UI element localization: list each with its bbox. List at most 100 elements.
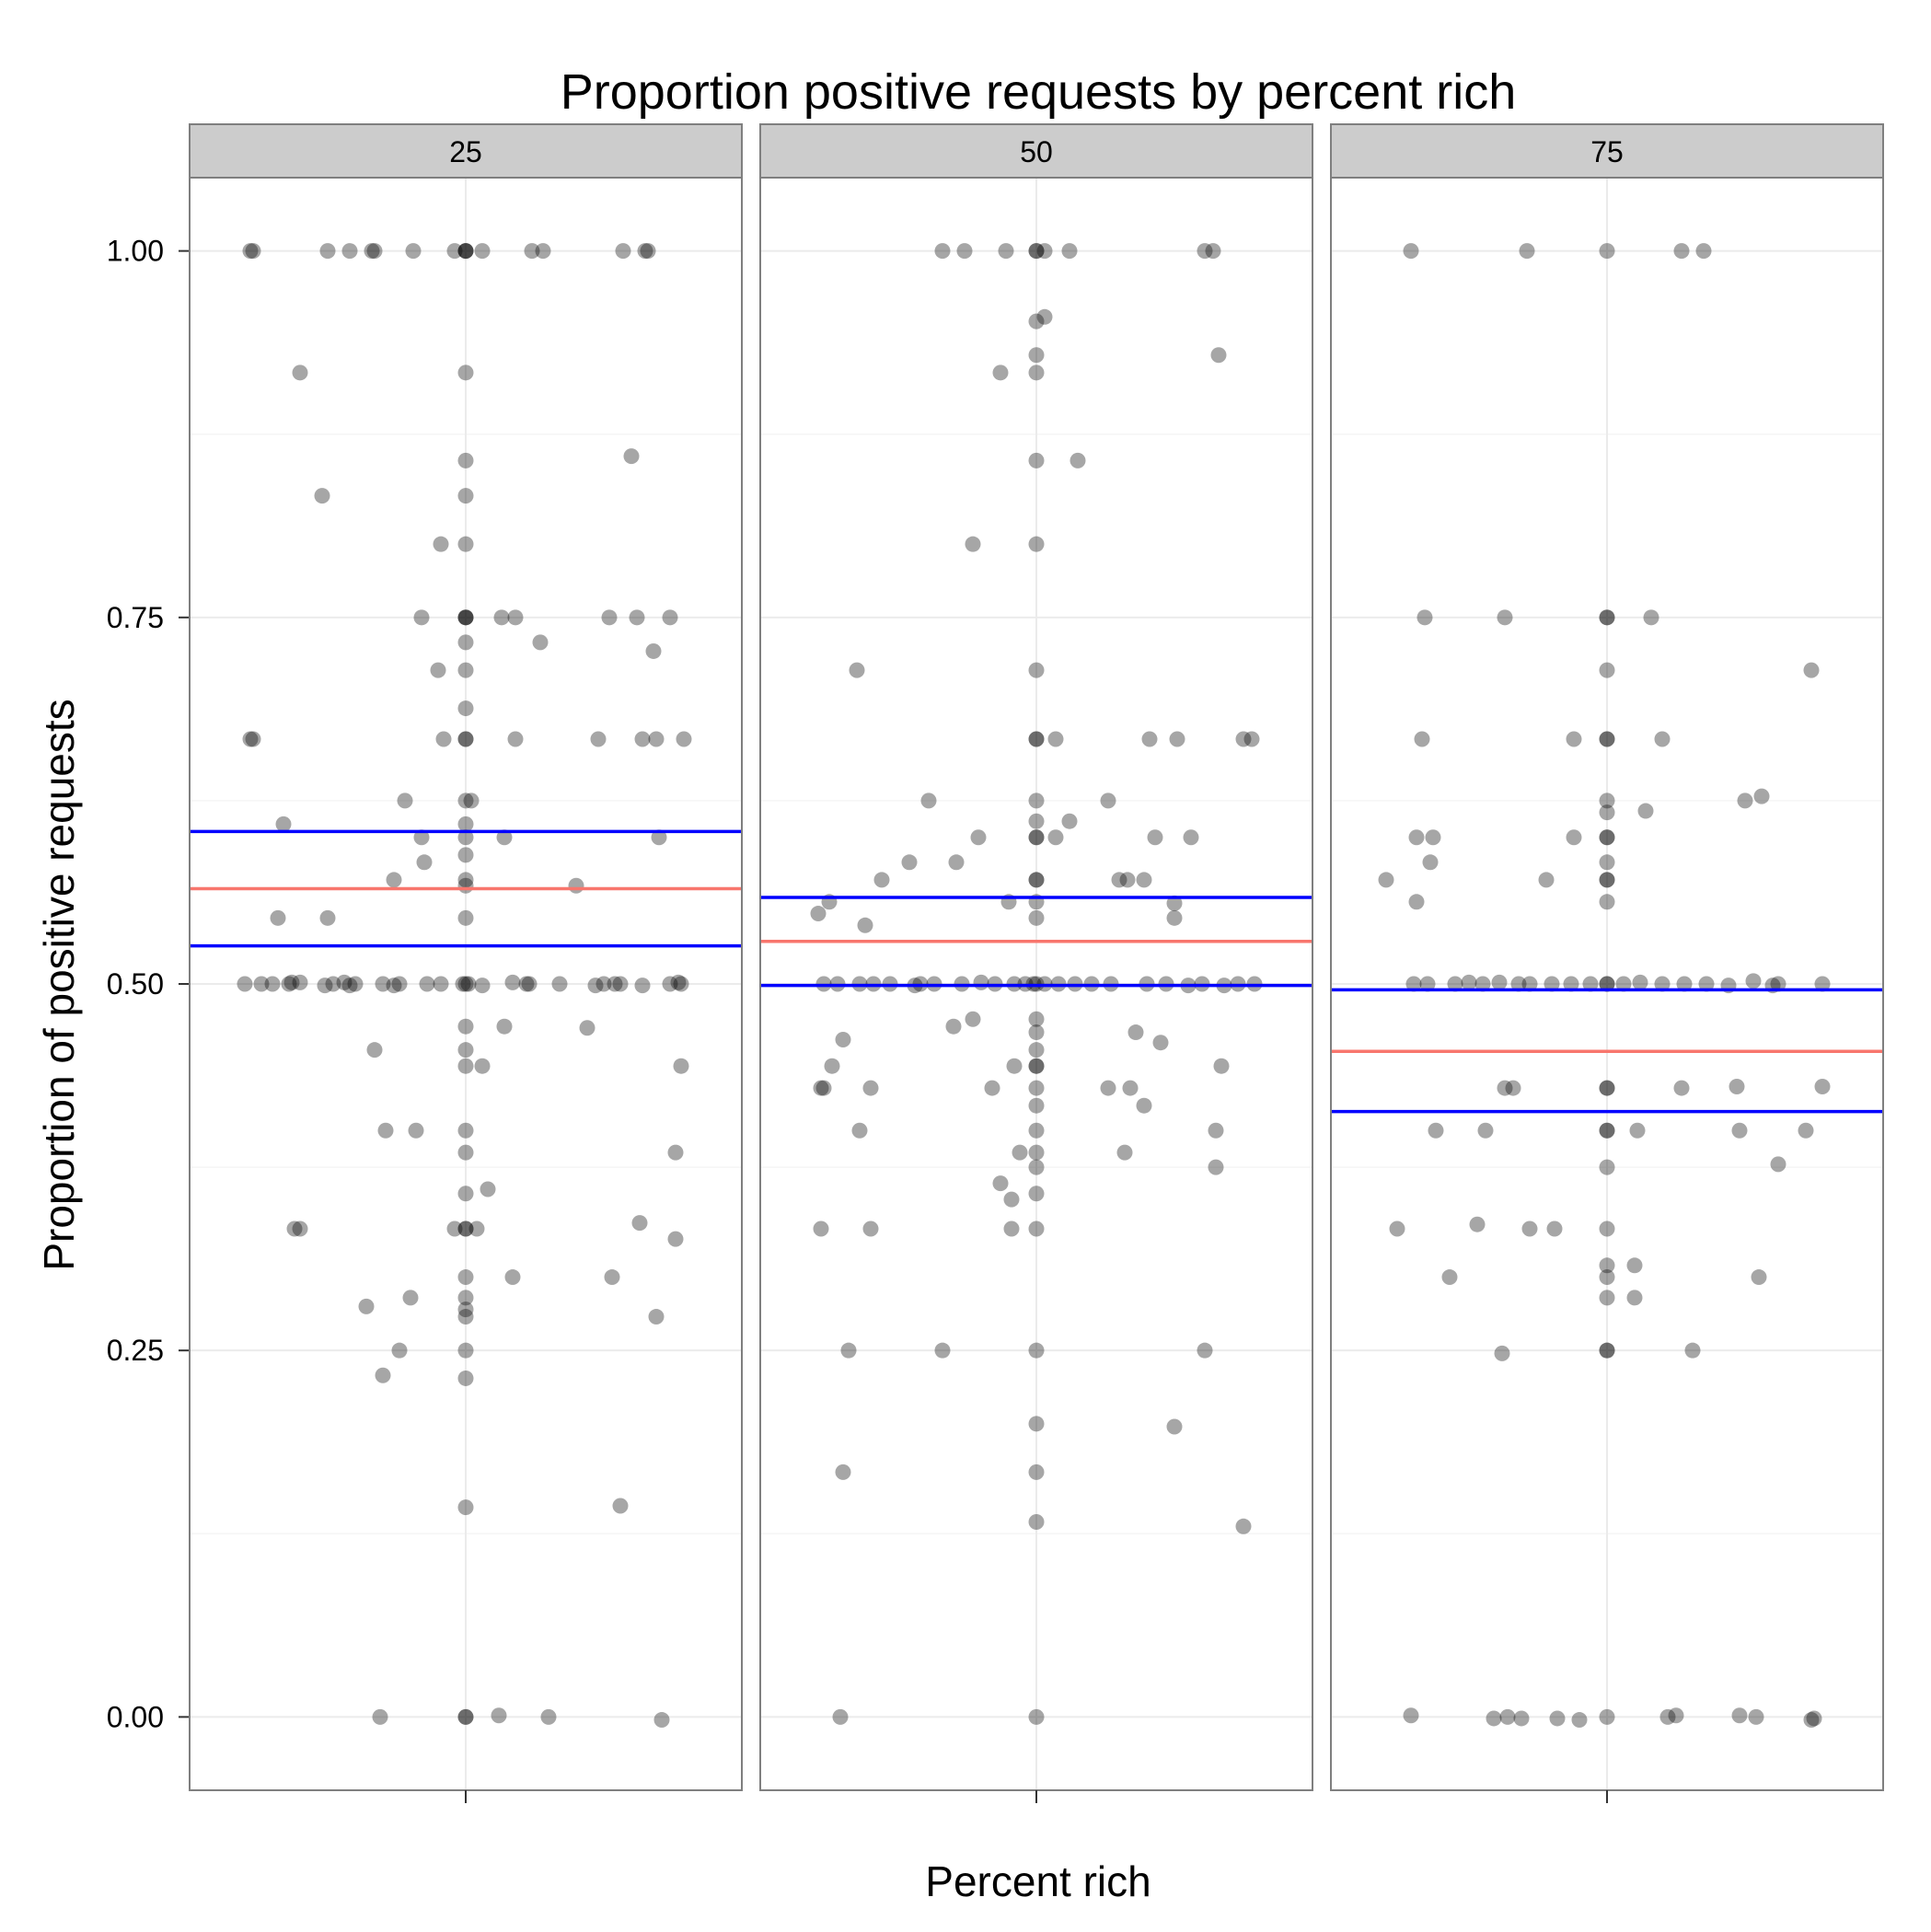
data-point xyxy=(1028,452,1045,469)
data-point xyxy=(1673,1080,1690,1096)
data-point xyxy=(1599,609,1615,626)
data-point xyxy=(1599,1342,1615,1359)
data-point xyxy=(270,909,286,926)
data-point xyxy=(670,974,687,990)
data-point xyxy=(1428,1122,1444,1139)
data-point xyxy=(253,976,270,992)
data-point xyxy=(579,1020,595,1036)
data-point xyxy=(480,1181,496,1197)
data-point xyxy=(1566,731,1582,747)
data-point xyxy=(1028,243,1045,260)
data-point xyxy=(1599,1221,1615,1237)
data-point xyxy=(1499,1708,1516,1725)
data-point xyxy=(1654,731,1671,747)
data-point xyxy=(1003,1191,1020,1208)
data-point xyxy=(1599,1269,1615,1286)
data-point xyxy=(446,243,463,260)
data-point xyxy=(631,1215,648,1232)
data-point xyxy=(1599,1122,1615,1139)
data-point xyxy=(408,1122,424,1139)
data-point xyxy=(815,1080,832,1096)
data-point xyxy=(862,1080,879,1096)
data-point xyxy=(504,1269,521,1286)
data-point xyxy=(673,1058,689,1074)
data-point xyxy=(1100,792,1116,809)
data-point xyxy=(956,243,973,260)
data-point xyxy=(1599,1342,1615,1359)
data-point xyxy=(1028,909,1045,926)
data-point xyxy=(1599,1080,1615,1096)
data-point xyxy=(457,452,474,469)
data-point xyxy=(662,976,678,992)
data-point xyxy=(1028,872,1045,888)
data-point xyxy=(1006,1058,1023,1074)
data-point xyxy=(1100,1080,1116,1096)
data-point xyxy=(457,1708,474,1725)
data-point xyxy=(1028,313,1045,330)
data-point xyxy=(457,1018,474,1035)
data-point xyxy=(507,731,524,747)
data-point xyxy=(945,1018,962,1035)
data-point xyxy=(1422,854,1439,871)
data-point xyxy=(1676,976,1693,992)
data-point xyxy=(1028,1024,1045,1041)
data-point xyxy=(1521,976,1538,992)
data-point xyxy=(1028,1042,1045,1059)
data-point xyxy=(1028,1159,1045,1175)
data-point xyxy=(264,976,281,992)
data-point xyxy=(1599,731,1615,747)
data-point xyxy=(973,974,989,990)
data-point xyxy=(457,243,474,260)
data-point xyxy=(457,976,474,992)
data-point xyxy=(457,1301,474,1318)
data-point xyxy=(1615,976,1632,992)
data-point xyxy=(1599,829,1615,846)
data-point xyxy=(457,364,474,381)
data-point xyxy=(474,1058,491,1074)
data-point xyxy=(468,1221,485,1237)
data-point xyxy=(275,816,292,832)
facet-strip xyxy=(759,123,1313,179)
data-point xyxy=(1028,872,1045,888)
data-point xyxy=(457,243,474,260)
data-point xyxy=(413,829,430,846)
data-point xyxy=(457,1370,474,1386)
data-point xyxy=(873,872,890,888)
data-point xyxy=(474,978,491,994)
x-axis-title: Percent rich xyxy=(925,1857,1151,1905)
data-point xyxy=(292,974,308,990)
data-point xyxy=(1599,662,1615,678)
data-point xyxy=(524,243,540,260)
data-point xyxy=(1599,976,1615,992)
data-point xyxy=(457,872,474,888)
data-point xyxy=(662,609,678,626)
data-point xyxy=(640,243,656,260)
data-point xyxy=(998,243,1014,260)
data-point xyxy=(1122,1080,1139,1096)
data-point xyxy=(1599,1080,1615,1096)
data-point xyxy=(493,609,510,626)
data-point xyxy=(283,974,300,990)
data-point xyxy=(965,536,981,552)
data-point xyxy=(460,976,477,992)
data-point xyxy=(1028,1058,1045,1074)
data-point xyxy=(1599,829,1615,846)
data-point xyxy=(386,978,402,994)
data-point xyxy=(1028,1122,1045,1139)
data-point xyxy=(1549,1710,1566,1727)
y-axis: 0.00 0.25 0.50 0.75 1.00 xyxy=(107,235,190,1733)
data-point xyxy=(1047,829,1064,846)
data-point xyxy=(242,243,259,260)
data-point xyxy=(1599,872,1615,888)
data-point xyxy=(1798,1122,1814,1139)
data-point xyxy=(1028,364,1045,381)
data-point xyxy=(1028,1080,1045,1096)
data-point xyxy=(1599,731,1615,747)
data-point xyxy=(1571,1712,1588,1729)
data-point xyxy=(1770,976,1786,992)
data-point xyxy=(375,1367,391,1383)
data-point xyxy=(676,731,692,747)
data-point xyxy=(1510,976,1527,992)
y-tick-label: 0.00 xyxy=(107,1700,164,1733)
data-point xyxy=(1028,1416,1045,1432)
